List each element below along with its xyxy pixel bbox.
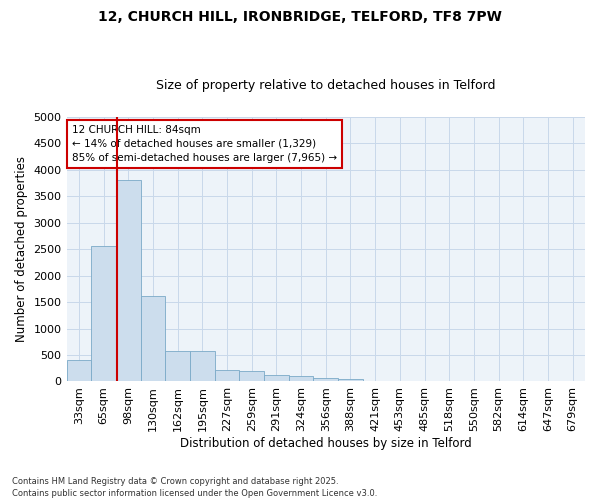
Y-axis label: Number of detached properties: Number of detached properties <box>15 156 28 342</box>
Bar <box>91 246 116 382</box>
Bar <box>264 374 289 382</box>
Text: 12, CHURCH HILL, IRONBRIDGE, TELFORD, TF8 7PW: 12, CHURCH HILL, IRONBRIDGE, TELFORD, TF… <box>98 10 502 24</box>
Bar <box>190 352 215 382</box>
Bar <box>338 379 363 382</box>
Bar <box>140 296 165 382</box>
Bar <box>67 360 91 382</box>
Bar <box>116 180 140 382</box>
Bar <box>239 371 264 382</box>
Text: 12 CHURCH HILL: 84sqm
← 14% of detached houses are smaller (1,329)
85% of semi-d: 12 CHURCH HILL: 84sqm ← 14% of detached … <box>72 124 337 162</box>
Bar <box>215 370 239 382</box>
Title: Size of property relative to detached houses in Telford: Size of property relative to detached ho… <box>156 79 496 92</box>
Bar <box>313 378 338 382</box>
X-axis label: Distribution of detached houses by size in Telford: Distribution of detached houses by size … <box>180 437 472 450</box>
Bar <box>165 352 190 382</box>
Text: Contains HM Land Registry data © Crown copyright and database right 2025.
Contai: Contains HM Land Registry data © Crown c… <box>12 476 377 498</box>
Bar <box>289 376 313 382</box>
